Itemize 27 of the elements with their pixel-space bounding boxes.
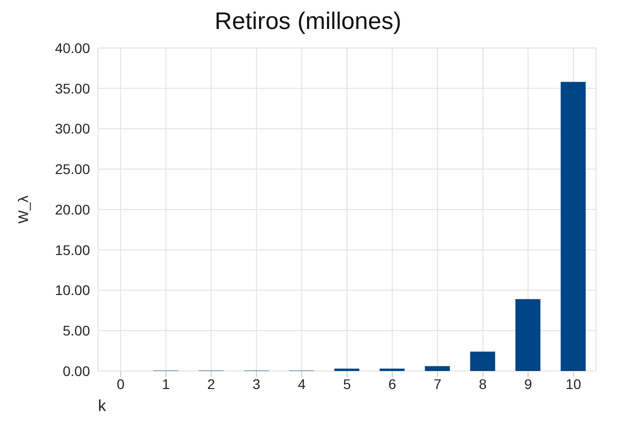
y-tick-label: 15.00 [54,242,90,258]
bar [560,82,586,371]
y-tick-label: 25.00 [54,161,90,178]
x-tick-label: 0 [116,376,125,392]
x-tick-label: 7 [434,376,442,392]
y-tick-label: 20.00 [54,201,90,218]
x-tick-label: 2 [207,376,216,392]
x-tick-label: 8 [478,376,487,392]
y-tick-label: 35.00 [54,80,90,96]
x-tick-label: 9 [524,376,532,392]
y-tick-label: 40.00 [54,40,90,56]
bar [515,299,540,371]
x-tick-label: 6 [388,376,396,392]
x-tick-label: 1 [162,376,170,392]
bar [470,352,496,371]
x-tick-label: 3 [252,376,261,392]
y-tick-label: 5.00 [62,322,90,339]
x-axis-title: k [98,398,107,415]
y-tick-label: 0.00 [62,362,90,379]
x-tick-label: 4 [298,376,306,392]
x-tick-label: 5 [343,376,352,392]
chart-title: Retiros (millones) [214,8,402,36]
x-tick-label: 10 [566,376,582,392]
y-tick-label: 10.00 [54,282,90,298]
y-tick-label: 30.00 [54,120,90,137]
y-axis-title: W_λ [14,196,31,224]
bar [424,366,450,371]
